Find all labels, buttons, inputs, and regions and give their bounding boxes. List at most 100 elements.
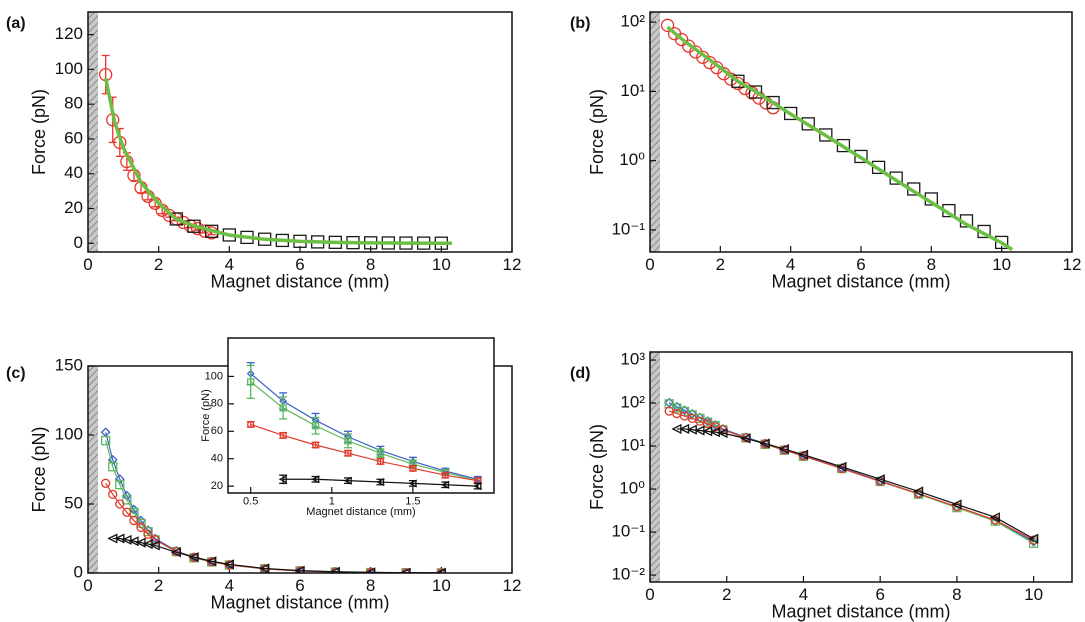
marker: [702, 419, 713, 429]
plot-background: [88, 12, 512, 252]
y-tick-label: 60: [211, 425, 223, 437]
marker: [702, 416, 713, 427]
error-bar: [311, 416, 320, 435]
plot-area: [664, 397, 1039, 548]
marker: [874, 474, 885, 485]
marker: [311, 441, 320, 449]
x-tick-label: 0.5: [243, 496, 258, 508]
y-axis-label: Force (pN): [200, 389, 212, 442]
x-axis-label: Magnet distance (mm): [771, 601, 950, 621]
marker: [717, 428, 728, 439]
x-tick-label: 2: [154, 576, 163, 595]
plot-background: [650, 352, 1072, 582]
marker: [311, 475, 320, 484]
marker: [279, 404, 287, 412]
y-tick-label: 120: [55, 24, 83, 43]
marker: [311, 422, 320, 430]
plot-area: [99, 54, 452, 250]
marker: [206, 556, 217, 567]
series-line: [666, 25, 1014, 252]
y-axis-label: Force (pN): [587, 424, 607, 510]
marker: [731, 74, 745, 88]
y-tick-label: 40: [64, 163, 83, 182]
marker: [344, 449, 352, 457]
marker: [871, 160, 886, 175]
y-tick-label: 80: [64, 94, 83, 113]
marker: [108, 462, 118, 472]
marker: [671, 401, 682, 412]
marker: [836, 138, 851, 153]
plot-frame: [87, 11, 513, 253]
plot-background: [650, 12, 1072, 252]
x-tick-label: 6: [295, 576, 304, 595]
marker: [473, 482, 482, 491]
marker: [1028, 533, 1039, 544]
marker: [344, 437, 352, 445]
marker: [247, 378, 255, 386]
marker: [122, 507, 132, 517]
marker: [108, 489, 118, 499]
y-axis-label: Force (pN): [29, 89, 49, 175]
series-line: [250, 381, 478, 482]
panel: 0 2 4 6 8 10 10⁻² 10⁻¹ 10⁰ 10¹ 10² 10³ Magnet distan…: [570, 350, 1073, 621]
x-tick-label: 1.5: [405, 496, 420, 508]
y-tick-label: 20: [64, 198, 83, 217]
marker: [247, 420, 255, 429]
marker: [136, 522, 146, 533]
marker: [279, 431, 287, 440]
error-bar: [279, 474, 288, 485]
y-tick-label: 40: [211, 453, 223, 465]
marker: [135, 537, 146, 548]
x-tick-label: 12: [503, 576, 522, 595]
series-line: [103, 77, 452, 245]
marker: [101, 435, 111, 446]
error-bar: [246, 364, 255, 400]
marker: [778, 444, 789, 455]
x-tick-label: 10: [432, 255, 451, 274]
x-tick-label: 12: [1063, 255, 1082, 274]
panel-label: (b): [570, 15, 590, 32]
x-tick-label: 10: [432, 576, 451, 595]
x-tick-label: 4: [786, 255, 795, 274]
x-tick-label: 1: [329, 496, 335, 508]
marker: [766, 95, 780, 110]
marker: [376, 457, 385, 466]
marker: [329, 566, 340, 573]
plot-area: [660, 18, 1014, 252]
marker: [121, 534, 132, 545]
marker: [259, 563, 270, 573]
y-tick-label: 10⁰: [619, 479, 645, 498]
x-tick-label: 0: [645, 255, 654, 274]
x-axis-label: Magnet distance (mm): [771, 271, 950, 291]
x-tick-label: 4: [799, 585, 808, 604]
marker: [441, 471, 449, 479]
marker: [913, 486, 924, 497]
x-tick-label: 6: [856, 255, 865, 274]
y-tick-label: 10⁻¹: [611, 522, 645, 541]
marker: [801, 117, 815, 131]
y-tick-label: 10¹: [620, 436, 645, 455]
marker: [143, 526, 153, 537]
marker: [376, 477, 385, 487]
marker: [409, 464, 417, 472]
marker: [660, 18, 675, 32]
x-tick-label: 0: [83, 255, 92, 274]
marker: [101, 478, 111, 488]
marker: [440, 480, 449, 489]
marker: [129, 515, 139, 526]
plot-background: [228, 338, 494, 493]
y-tick-label: 0: [74, 562, 83, 581]
y-axis-label: Force (pN): [587, 89, 607, 175]
x-tick-label: 2: [154, 255, 163, 274]
magnet-wall: [650, 352, 660, 582]
y-tick-label: 150: [55, 355, 83, 374]
marker: [748, 85, 763, 99]
y-tick-label: 100: [205, 370, 223, 382]
marker: [740, 433, 751, 444]
panel: 0.5 1 1.5 20 40 60 80 100 Magnet distance (mm) Fo…: [200, 337, 495, 518]
y-tick-label: 10⁻¹: [611, 219, 645, 238]
marker: [675, 32, 689, 47]
x-tick-label: 4: [225, 576, 234, 595]
plot-frame: [649, 351, 1073, 583]
x-tick-label: 12: [503, 255, 522, 274]
